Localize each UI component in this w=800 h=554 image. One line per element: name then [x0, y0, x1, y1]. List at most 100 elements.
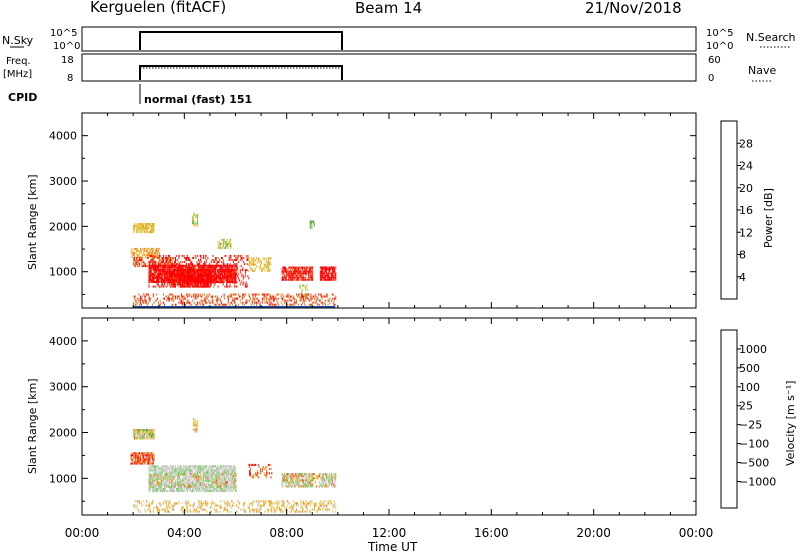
scatter-cell	[183, 295, 185, 298]
scatter-cell	[195, 420, 197, 423]
scatter-cell	[303, 278, 305, 281]
scatter-cell	[332, 477, 334, 480]
scatter-cell	[199, 285, 201, 288]
scatter-cell	[216, 475, 218, 478]
y-tick-label: 2000	[49, 220, 77, 233]
scatter-cell	[260, 470, 262, 473]
scatter-cell	[298, 266, 300, 269]
scatter-cell	[136, 454, 138, 457]
scatter-cell	[198, 273, 199, 276]
scatter-cell	[158, 257, 160, 259]
scatter-cell	[209, 281, 211, 284]
scatter-cell	[226, 483, 228, 486]
scatter-cell	[151, 225, 153, 227]
scatter-cell	[174, 483, 176, 486]
scatter-cell	[308, 278, 310, 281]
scatter-cell	[141, 462, 143, 465]
scatter-cell	[200, 257, 202, 259]
scatter-cell	[335, 473, 337, 476]
scatter-cell	[198, 295, 199, 298]
scatter-cell	[176, 279, 178, 282]
scatter-cell	[253, 257, 255, 260]
scatter-cell	[149, 231, 151, 234]
scatter-cell	[255, 472, 257, 475]
scatter-cell	[285, 278, 287, 281]
scatter-cell	[187, 275, 189, 278]
scatter-cell	[176, 477, 178, 480]
scatter-cell	[231, 481, 233, 484]
scatter-cell	[231, 275, 233, 278]
scatter-cell	[200, 299, 202, 302]
scatter-cell	[180, 488, 182, 491]
scatter-cell	[323, 473, 325, 476]
scatter-cell	[226, 477, 228, 480]
scatter-cell	[194, 214, 196, 217]
scatter-cell	[205, 295, 207, 298]
scatter-cell	[227, 473, 228, 476]
scatter-cell	[301, 479, 303, 482]
scatter-cell	[165, 264, 167, 267]
scatter-cell	[223, 263, 225, 266]
scatter-cell	[179, 275, 181, 278]
scatter-cell	[295, 483, 297, 486]
scatter-cell	[201, 281, 203, 284]
scatter-cell	[133, 431, 135, 434]
scatter-cell	[169, 471, 171, 474]
scatter-cell	[152, 250, 154, 252]
scatter-cell	[148, 473, 150, 476]
scatter-cell	[329, 278, 331, 281]
scatter-cell	[301, 297, 303, 300]
scatter-cell	[192, 277, 193, 280]
scatter-cell	[185, 265, 187, 268]
scatter-cell	[208, 477, 210, 480]
scatter-cell	[334, 297, 336, 300]
scatter-cell	[157, 469, 159, 472]
scatter-cell	[224, 303, 226, 306]
scatter-cell	[322, 303, 324, 306]
scatter-cell	[169, 485, 171, 488]
scatter-cell	[217, 477, 219, 480]
scatter-cell	[151, 488, 153, 491]
scatter-cell	[145, 227, 147, 230]
scatter-cell	[334, 276, 336, 279]
scatter-cell	[154, 483, 156, 486]
scatter-cell	[210, 483, 212, 486]
scatter-cell	[234, 481, 236, 484]
scatter-cell	[184, 475, 186, 478]
scatter-cell	[187, 483, 189, 486]
scatter-cell	[209, 475, 211, 478]
scatter-cell	[145, 437, 147, 440]
scatter-cell	[209, 264, 211, 267]
scatter-cell	[234, 483, 236, 486]
scatter-cell	[321, 276, 323, 279]
scatter-cell	[308, 268, 310, 271]
scatter-cell	[263, 468, 265, 471]
scatter-cell	[239, 271, 241, 274]
scatter-cell	[221, 272, 223, 275]
scatter-cell	[288, 274, 290, 277]
scatter-cell	[144, 462, 146, 465]
scatter-cell	[291, 268, 293, 271]
scatter-cell	[159, 481, 161, 484]
scatter-cell	[285, 268, 287, 271]
scatter-cell	[255, 267, 257, 270]
scatter-cell	[203, 263, 205, 266]
scatter-cell	[308, 481, 310, 484]
scatter-cell	[295, 266, 297, 269]
scatter-cell	[175, 475, 176, 478]
scatter-cell	[191, 273, 193, 276]
scatter-cell	[171, 467, 173, 470]
scatter-cell	[214, 266, 216, 269]
scatter-cell	[218, 270, 220, 273]
scatter-cell	[211, 469, 213, 472]
scatter-cell	[198, 281, 199, 284]
scatter-cell	[257, 463, 259, 466]
scatter-cell	[189, 277, 191, 280]
scatter-cell	[140, 303, 142, 306]
scatter-cell	[152, 429, 154, 432]
scatter-cell	[221, 247, 223, 249]
scatter-cell	[144, 437, 146, 440]
scatter-cell	[270, 468, 272, 471]
scatter-cell	[227, 479, 228, 482]
scatter-cell	[162, 257, 164, 259]
